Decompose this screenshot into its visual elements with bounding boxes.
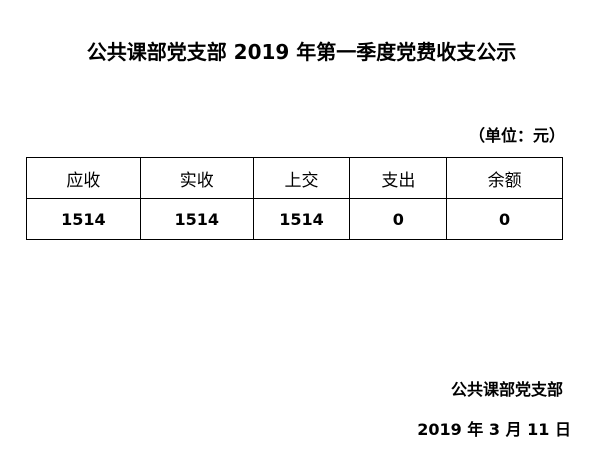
header-expense: 支出	[349, 157, 448, 199]
fee-table: 应收 实收 上交 支出 余额 1514 1514 1514 0 0	[26, 157, 563, 240]
page-title: 公共课部党支部 2019 年第一季度党费收支公示	[86, 40, 517, 64]
signature-date: 2019 年 3 月 11 日	[417, 420, 571, 439]
unit-label: （单位：元）	[468, 126, 565, 145]
header-balance: 余额	[446, 157, 563, 199]
signature-org: 公共课部党支部	[450, 380, 563, 399]
cell-received: 1514	[139, 198, 254, 240]
table-row: 1514 1514 1514 0 0	[26, 198, 563, 240]
cell-receivable: 1514	[26, 198, 141, 240]
header-receivable: 应收	[26, 157, 141, 199]
header-received: 实收	[139, 157, 254, 199]
table-header-row: 应收 实收 上交 支出 余额	[26, 157, 563, 199]
header-submitted: 上交	[252, 157, 351, 199]
cell-expense: 0	[349, 198, 448, 240]
cell-balance: 0	[446, 198, 563, 240]
cell-submitted: 1514	[252, 198, 351, 240]
